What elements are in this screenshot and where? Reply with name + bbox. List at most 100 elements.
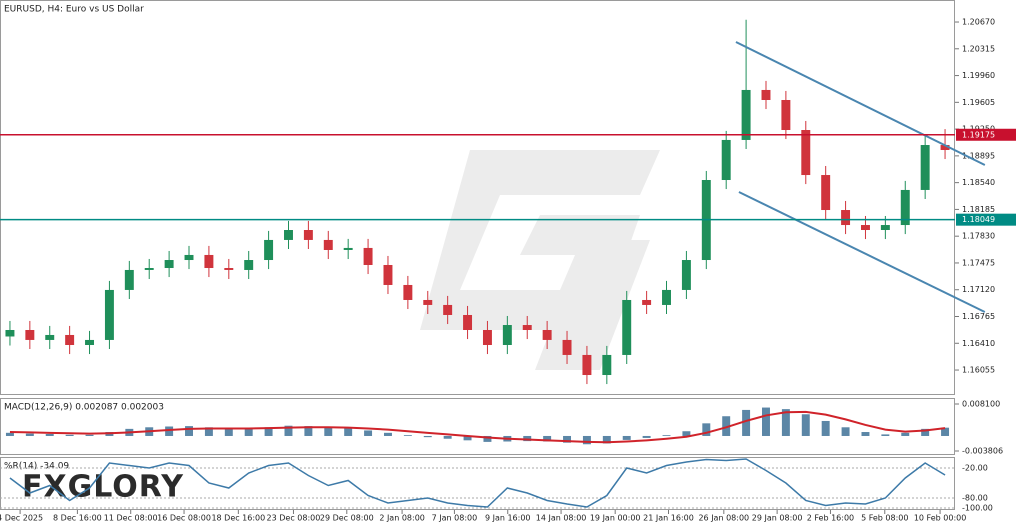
candle-body — [602, 354, 612, 376]
candle-body — [85, 339, 95, 346]
x-tick-label: 29 Jan 08:00 — [752, 514, 803, 523]
macd-bar — [841, 427, 850, 436]
y-tick-label: 1.16055 — [962, 366, 995, 375]
macd-bar — [304, 426, 313, 436]
x-tick-label: 14 Jan 08:00 — [536, 514, 587, 523]
macd-bar — [582, 435, 591, 445]
signal-line — [9, 410, 946, 444]
macd-bar — [722, 416, 731, 436]
macd-bar — [762, 407, 770, 436]
macd-bar — [563, 435, 572, 443]
level-tag — [956, 213, 1016, 226]
x-tick-label: 23 Dec 08:00 — [267, 514, 321, 523]
candle-body — [761, 89, 771, 100]
y-tick-label: 0.008100 — [962, 400, 1000, 409]
candle-body — [681, 260, 691, 290]
candle-body — [284, 230, 293, 240]
candle-body — [562, 339, 572, 355]
wr-panel — [0, 457, 955, 510]
candle-body — [104, 289, 114, 340]
macd-bar — [881, 434, 890, 436]
macd-bar — [224, 428, 233, 436]
candle-body — [622, 299, 632, 355]
x-tick-label: 11 Dec 08:00 — [104, 514, 158, 523]
y-tick-label: 1.18540 — [962, 178, 995, 187]
y-tick-label: 1.18895 — [962, 151, 995, 160]
y-tick-label: -100.00 — [962, 504, 993, 513]
candle-body — [164, 260, 174, 269]
x-tick-label: 2 Feb 16:00 — [807, 514, 854, 523]
candle-body — [343, 247, 353, 250]
x-tick-label: 2 Jan 08:00 — [379, 514, 425, 523]
macd-panel — [0, 398, 955, 455]
x-tick-label: 18 Dec 16:00 — [211, 514, 265, 523]
x-tick-label: 10 Feb 00:00 — [914, 514, 966, 523]
macd-bar — [821, 420, 830, 436]
candle-body — [900, 189, 910, 226]
candle-body — [880, 225, 890, 231]
brand-logo: FXGLORY — [22, 470, 184, 505]
level-label: 1.19175 — [962, 130, 995, 139]
x-tick-label: 26 Jan 08:00 — [698, 514, 749, 523]
x-tick-label: 7 Jan 08:00 — [432, 514, 478, 523]
candle-body — [65, 334, 75, 346]
candle-body — [423, 299, 433, 305]
wr-line — [9, 458, 946, 508]
candle-body — [184, 254, 194, 261]
candle-body — [124, 269, 134, 290]
macd-bar — [543, 435, 552, 442]
macd-bar — [383, 432, 392, 436]
y-tick-label: -0.003806 — [962, 446, 1003, 455]
chart-title: EURUSD, H4: Euro vs US Dollar — [4, 5, 144, 15]
macd-bar — [702, 423, 711, 436]
candle-body — [841, 210, 851, 226]
macd-bar — [941, 427, 950, 436]
x-tick-label: 16 Dec 08:00 — [157, 514, 211, 523]
candle-body — [522, 325, 532, 330]
candle-body — [25, 329, 35, 340]
y-tick-label: -80.00 — [962, 494, 988, 503]
y-tick-label: 1.17830 — [962, 232, 995, 241]
x-tick-label: 4 Dec 2025 — [0, 514, 43, 523]
candle-body — [244, 260, 254, 270]
macd-bar — [85, 434, 94, 436]
macd-bar — [921, 428, 930, 436]
macd-bar — [742, 409, 751, 436]
macd-bar — [244, 428, 253, 436]
y-tick-label: 1.16410 — [962, 339, 995, 348]
y-tick-label: 1.19605 — [962, 98, 995, 107]
macd-bar — [45, 434, 54, 436]
candle-body — [204, 254, 214, 269]
candle-body — [482, 329, 492, 346]
macd-bar — [801, 414, 810, 436]
macd-bar — [25, 433, 34, 436]
macd-bar — [443, 435, 452, 439]
macd-bar — [602, 435, 611, 444]
watermark-shape — [535, 240, 650, 370]
y-tick-label: 1.17120 — [962, 285, 995, 294]
candle-body — [642, 299, 652, 305]
macd-bar — [264, 427, 273, 436]
candle-body — [741, 89, 751, 140]
macd-bar — [403, 435, 412, 436]
candle-body — [363, 247, 373, 265]
level-label: 1.18049 — [962, 215, 995, 224]
macd-bar — [781, 409, 790, 436]
candle-body — [582, 354, 592, 376]
macd-bar — [284, 425, 293, 436]
y-tick-label: 1.18185 — [962, 205, 995, 214]
candle-body — [801, 130, 811, 176]
candle-body — [542, 329, 552, 340]
macd-bar — [344, 428, 353, 436]
y-tick-label: 1.20315 — [962, 44, 995, 53]
channel-line — [738, 191, 986, 313]
candle-body — [821, 175, 831, 211]
candle-body — [443, 304, 453, 315]
x-tick-label: 21 Jan 16:00 — [643, 514, 694, 523]
candle-body — [781, 99, 791, 131]
candle-body — [860, 225, 870, 231]
macd-bar — [185, 426, 193, 436]
macd-label: MACD(12,26,9) 0.002087 0.002003 — [4, 403, 164, 413]
candle-body — [144, 268, 154, 270]
x-tick-label: 5 Feb 08:00 — [861, 514, 908, 523]
